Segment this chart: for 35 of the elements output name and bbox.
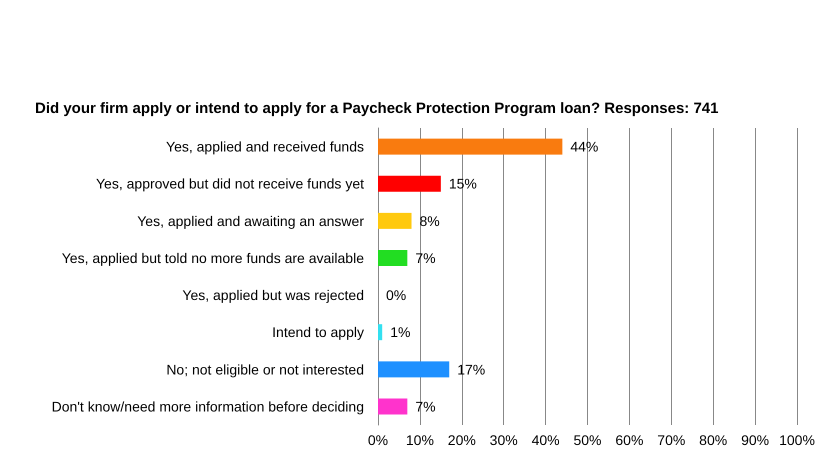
y-tick-label: Intend to apply	[272, 324, 364, 340]
x-tick-label: 30%	[490, 432, 518, 448]
x-tick-label: 90%	[741, 432, 770, 448]
y-tick-label: Yes, applied but was rejected	[182, 287, 364, 304]
y-tick-label: No; not eligible or not interested	[166, 361, 364, 378]
x-tick-label: 70%	[657, 432, 686, 448]
x-tick-label: 20%	[448, 432, 476, 448]
data-label: 7%	[415, 250, 436, 266]
bar	[378, 324, 382, 340]
y-tick-label: Don't know/need more information before deciding	[52, 398, 364, 414]
x-tick-label: 100%	[779, 432, 815, 448]
data-label: 15%	[448, 176, 477, 192]
data-label: 1%	[390, 324, 410, 340]
bar	[378, 361, 450, 378]
data-label: 0%	[386, 287, 406, 304]
data-label: 17%	[457, 361, 486, 378]
data-label: 44%	[570, 138, 598, 155]
bar	[378, 250, 408, 266]
y-tick-label: Yes, applied and received funds	[166, 138, 364, 155]
bar	[378, 212, 412, 229]
bar	[378, 138, 562, 155]
x-tick-label: 60%	[615, 432, 644, 448]
x-tick-label: 40%	[532, 432, 560, 448]
bar	[378, 398, 408, 414]
x-tick-label: 0%	[368, 432, 388, 448]
y-tick-label: Yes, applied and awaiting an answer	[137, 212, 364, 229]
bar	[378, 176, 441, 192]
y-tick-label: Yes, applied but told no more funds are available	[62, 250, 364, 266]
chart-title: Did your firm apply or intend to apply for a Paycheck Protection Program loan? Responses: 741	[35, 100, 718, 117]
x-tick-label: 80%	[699, 432, 728, 448]
y-tick-label: Yes, approved but did not receive funds yet	[96, 176, 364, 192]
data-label: 7%	[415, 398, 436, 414]
x-tick-label: 50%	[573, 432, 602, 448]
x-tick-label: 10%	[406, 432, 434, 448]
data-label: 8%	[420, 212, 440, 229]
